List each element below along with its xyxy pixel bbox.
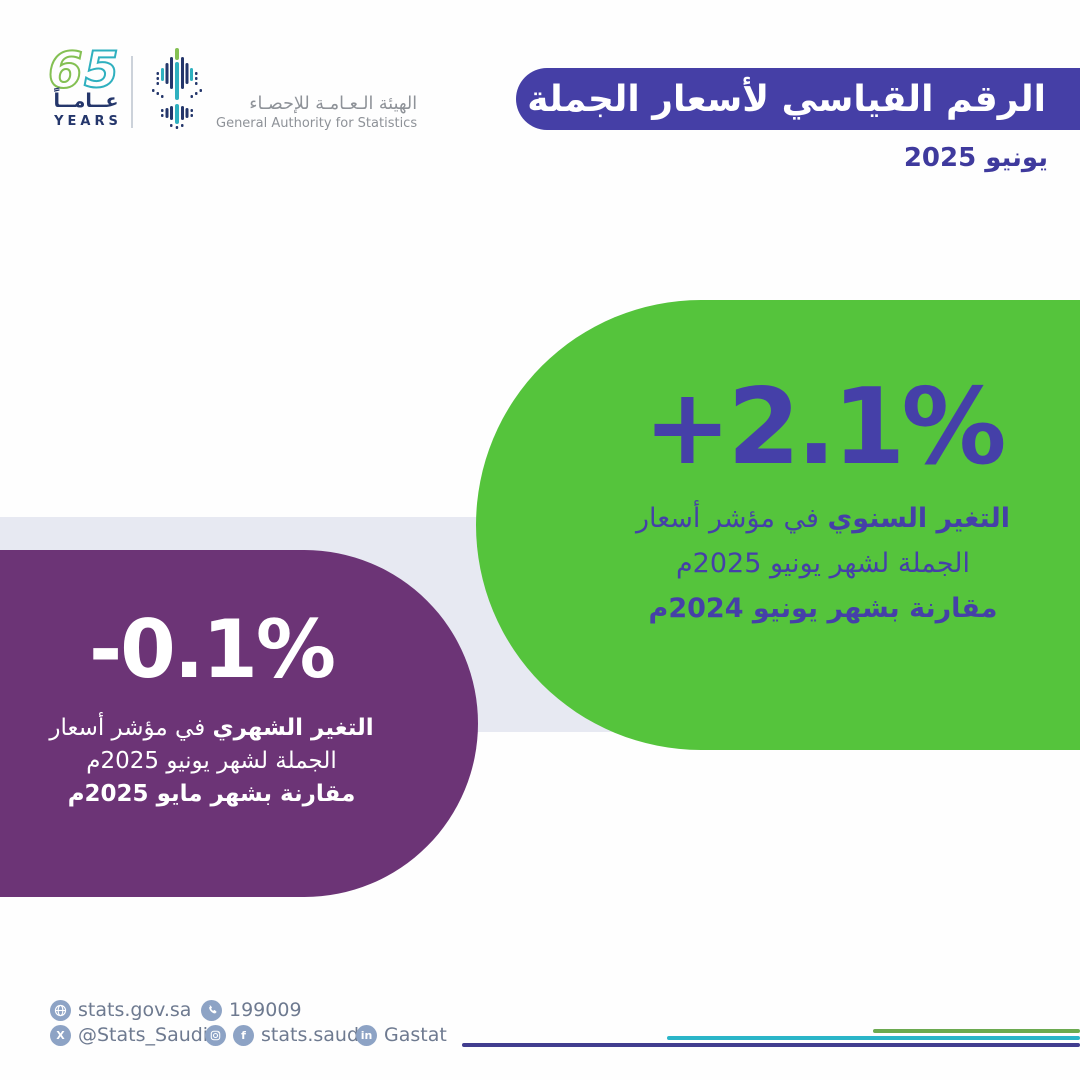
authority-arabic-label: الهيئة الـعـامـة للإحصـاء bbox=[249, 94, 418, 114]
svg-text:6: 6 bbox=[48, 46, 83, 92]
anniversary-65-logo: 6 5 عــامــاً YEARS bbox=[46, 40, 132, 130]
globe-icon bbox=[50, 999, 71, 1021]
website-link[interactable]: stats.gov.sa bbox=[50, 999, 191, 1021]
page-title: الرقم القياسي لأسعار الجملة bbox=[527, 78, 1046, 120]
phone-icon bbox=[201, 999, 222, 1021]
authority-english-label: General Authority for Statistics bbox=[216, 115, 418, 131]
x-handle-label: @Stats_Saudi bbox=[78, 1024, 209, 1046]
monthly-change-card: -0.1% التغير الشهري في مؤشر أسعار الجملة… bbox=[0, 550, 478, 897]
period-date-label: يونيو 2025 bbox=[903, 143, 1048, 173]
instagram-icon[interactable] bbox=[205, 1024, 226, 1046]
years-arabic-label: عــامــاً bbox=[53, 90, 119, 112]
linkedin-link[interactable]: in Gastat bbox=[356, 1024, 447, 1046]
gastat-palm-logo-icon bbox=[152, 48, 202, 129]
decorative-line-green bbox=[873, 1029, 1080, 1033]
decorative-line-indigo bbox=[462, 1043, 1080, 1047]
years-english-label: YEARS bbox=[54, 114, 122, 129]
x-icon[interactable]: X bbox=[50, 1024, 71, 1046]
title-banner: الرقم القياسي لأسعار الجملة bbox=[516, 68, 1080, 130]
social-handle-label: stats.saudi bbox=[261, 1024, 365, 1046]
monthly-change-description: التغير الشهري في مؤشر أسعار الجملة لشهر … bbox=[49, 715, 374, 807]
x-social-link[interactable]: X @Stats_Saudi bbox=[50, 1024, 208, 1046]
annual-change-value: +2.1% bbox=[643, 366, 1006, 488]
svg-text:5: 5 bbox=[84, 46, 119, 92]
annual-change-description: التغير السنوي في مؤشر أسعار الجملة لشهر … bbox=[636, 503, 1010, 625]
authority-name-block: الهيئة الـعـامـة للإحصـاء General Author… bbox=[216, 94, 417, 132]
logo-divider bbox=[131, 56, 133, 128]
social-media-link[interactable]: f stats.saudi bbox=[205, 1024, 364, 1046]
digits-65-icon: 6 5 bbox=[47, 40, 120, 100]
decorative-line-teal bbox=[667, 1036, 1080, 1040]
monthly-change-value: -0.1% bbox=[88, 603, 336, 696]
linkedin-handle-label: Gastat bbox=[384, 1024, 447, 1046]
linkedin-icon[interactable]: in bbox=[356, 1024, 377, 1046]
phone-label: 199009 bbox=[229, 999, 302, 1021]
annual-change-card: +2.1% التغير السنوي في مؤشر أسعار الجملة… bbox=[476, 300, 1080, 750]
facebook-icon[interactable]: f bbox=[233, 1024, 254, 1046]
phone-contact[interactable]: 199009 bbox=[201, 999, 302, 1021]
website-label: stats.gov.sa bbox=[78, 999, 192, 1021]
